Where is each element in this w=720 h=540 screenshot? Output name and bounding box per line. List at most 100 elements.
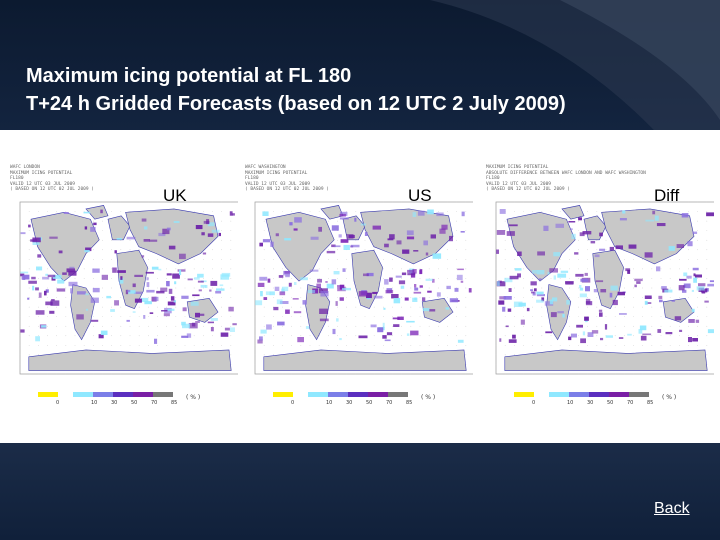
grid-dot [28, 344, 30, 346]
icing-patch [294, 217, 302, 223]
grid-dot [559, 268, 561, 270]
grid-dot [147, 268, 149, 270]
legend-uk: 0 10 30 50 70 85 ( % ) [38, 392, 238, 422]
grid-dot [263, 354, 265, 356]
legend-tick: 50 [366, 400, 373, 406]
grid-dot [523, 297, 524, 298]
icing-patch [704, 300, 709, 303]
grid-dot [346, 325, 348, 327]
grid-dot [401, 297, 403, 298]
grid-dot [102, 325, 103, 327]
grid-dot [456, 316, 458, 318]
grid-dot [504, 249, 506, 251]
grid-dot [318, 201, 320, 203]
grid-dot [65, 201, 67, 203]
grid-dot [513, 316, 515, 318]
grid-dot [623, 287, 625, 289]
grid-dot [272, 287, 274, 289]
icing-patch [69, 266, 75, 269]
grid-dot [263, 230, 265, 232]
icing-patch [84, 226, 88, 230]
grid-dot [428, 325, 430, 327]
icing-patch [640, 335, 647, 341]
icing-patch [439, 228, 446, 234]
grid-dot [587, 249, 589, 251]
grid-dot [65, 306, 67, 308]
icing-patch [423, 240, 428, 246]
icing-patch [20, 271, 29, 274]
grid-dot [382, 268, 384, 270]
icing-patch [417, 210, 425, 216]
grid-dot [633, 373, 634, 375]
grid-dot [447, 297, 448, 298]
grid-dot [129, 249, 131, 251]
icing-patch [312, 288, 319, 294]
icing-patch [532, 270, 538, 274]
grid-dot [495, 297, 497, 298]
icing-patch [499, 338, 502, 342]
grid-dot [688, 211, 689, 212]
icing-patch [49, 310, 55, 314]
icing-patch [700, 288, 708, 293]
icing-patch [326, 283, 334, 289]
icing-patch [619, 313, 627, 315]
grid-dot [373, 335, 375, 337]
grid-dot [318, 335, 320, 337]
back-link[interactable]: Back [654, 500, 690, 517]
grid-dot [410, 287, 412, 289]
icing-patch [512, 334, 516, 339]
grid-dot [697, 335, 699, 337]
grid-dot [221, 211, 223, 212]
legend-tick: 30 [111, 400, 118, 406]
grid-dot [111, 211, 113, 212]
icing-patch [584, 316, 589, 321]
grid-dot [504, 239, 506, 241]
grid-dot [669, 211, 671, 212]
icing-patch [595, 280, 604, 283]
icing-patch [342, 268, 346, 272]
icing-patch [274, 286, 280, 291]
icing-patch [605, 335, 613, 338]
icing-patch [679, 278, 687, 281]
icing-patch [260, 329, 267, 334]
icing-patch [339, 284, 345, 290]
icing-patch [609, 292, 613, 298]
icing-patch [293, 228, 298, 231]
grid-dot [495, 364, 497, 365]
icing-patch [668, 246, 675, 251]
grid-dot [346, 278, 348, 279]
grid-dot [504, 373, 506, 375]
icing-patch [610, 285, 618, 291]
grid-dot [19, 335, 21, 337]
icing-patch [216, 288, 225, 291]
grid-dot [605, 373, 607, 375]
grid-dot [193, 344, 195, 346]
icing-patch [194, 277, 200, 280]
grid-dot [392, 373, 393, 375]
icing-patch [35, 310, 45, 315]
grid-dot [706, 230, 708, 232]
grid-dot [19, 373, 21, 375]
icing-patch [407, 273, 416, 276]
grid-dot [309, 344, 311, 346]
grid-dot [392, 201, 393, 203]
icing-patch [100, 330, 108, 335]
grid-dot [19, 316, 21, 318]
icing-patch [263, 297, 268, 300]
icing-patch [461, 211, 465, 217]
grid-dot [202, 287, 204, 289]
grid-dot [706, 316, 708, 318]
grid-dot [221, 373, 223, 375]
grid-dot [669, 278, 671, 279]
icing-patch [120, 276, 123, 280]
grid-dot [660, 344, 662, 346]
legend-swatch [569, 392, 589, 397]
grid-dot [495, 325, 497, 327]
grid-dot [669, 325, 671, 327]
icing-patch [149, 239, 158, 242]
grid-dot [92, 220, 94, 222]
icing-patch [32, 237, 41, 243]
grid-dot [587, 306, 589, 308]
grid-dot [697, 220, 699, 222]
icing-patch [284, 238, 292, 241]
